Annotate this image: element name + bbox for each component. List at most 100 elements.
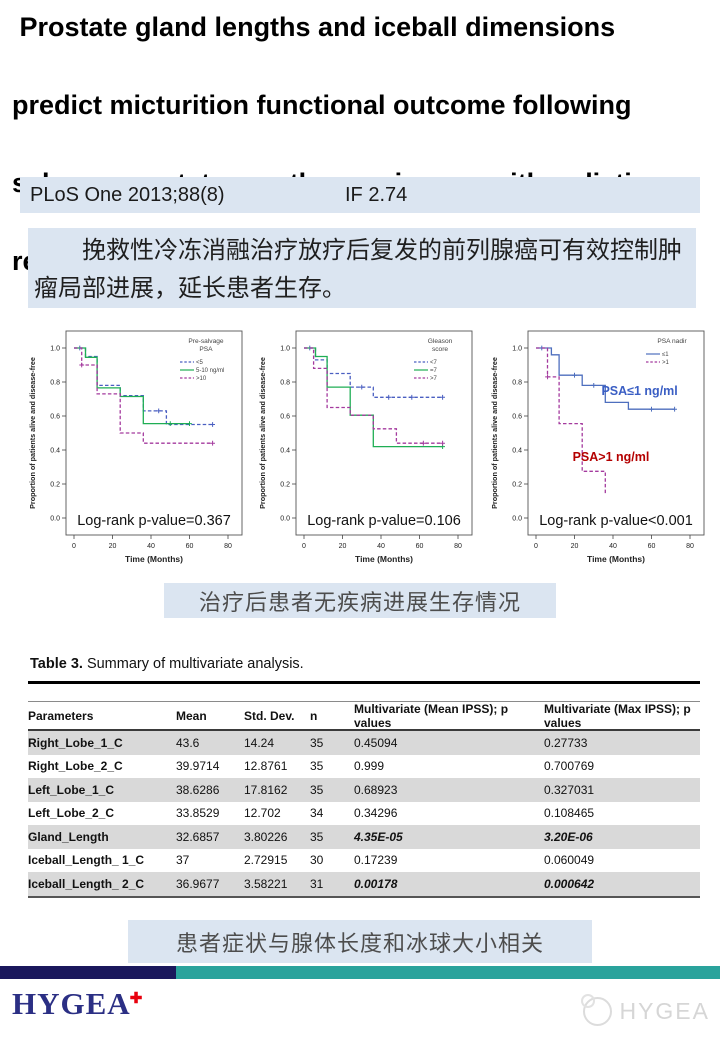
table-cell: 0.327031 [544,782,595,797]
red-cross-icon: ✚ [129,989,144,1007]
svg-text:60: 60 [416,543,424,550]
svg-text:Time (Months): Time (Months) [355,554,413,564]
svg-text:0: 0 [534,543,538,550]
footer-bar [0,966,720,979]
table-cell: Left_Lobe_2_C [28,806,115,821]
summary-text: 挽救性冷冻消融治疗放疗后复发的前列腺癌可有效控制肿瘤局部进展，延长患者生存。 [34,237,682,302]
table-col-header: Multivariate (Max IPSS); p values [544,702,691,730]
svg-text:0.0: 0.0 [512,515,522,522]
svg-text:>7: >7 [430,376,438,382]
svg-text:1.0: 1.0 [280,345,290,352]
hygea-logo-text: HYGEA [12,986,131,1021]
svg-text:0.6: 0.6 [512,413,522,420]
footer-bar-navy [0,966,176,979]
table-header-rule [28,701,700,702]
journal-bar: PLoS One 2013;88(8) IF 2.74 [20,177,700,213]
journal-citation: PLoS One 2013;88(8) [30,183,225,206]
km-survival-plot: 0.0 0.2 0.4 0.6 0.8 1.0 0 20 40 60 80 Proportion of… [28,330,243,564]
table-cell: 3.58221 [244,876,288,891]
table-col-header: Mean [176,709,207,723]
table-col-header: n [310,709,318,723]
table-row: Iceball_Length_ 1_C 37 2.72915 30 0.17239 0.0… [28,849,700,873]
table-cell: 12.8761 [244,759,288,774]
table-col-header: Std. Dev. [244,709,295,723]
svg-text:80: 80 [224,543,232,550]
table-row: Left_Lobe_1_C 38.6286 17.8162 35 0.68923 0.32… [28,778,700,802]
table-cell: 34 [310,806,324,821]
table-cell: 17.8162 [244,782,288,797]
table-col-header: Multivariate (Mean IPSS); p values [354,702,509,730]
svg-text:40: 40 [609,543,617,550]
svg-text:0.6: 0.6 [280,413,290,420]
table-cell: 2.72915 [244,853,288,868]
table-top-rule [28,681,700,684]
svg-text:>1: >1 [662,360,670,366]
svg-text:20: 20 [109,543,117,550]
svg-text:0.2: 0.2 [280,481,290,488]
svg-text:PSA nadir: PSA nadir [657,338,687,345]
km-chart-psa-nadir: 0.0 0.2 0.4 0.6 0.8 1.0 0 20 40 60 80 Proportion of… [488,321,710,565]
svg-text:Proportion of patients alive a: Proportion of patients alive and disease… [28,357,37,509]
svg-text:40: 40 [377,543,385,550]
table-cell: 35 [310,735,324,750]
impact-factor: IF 2.74 [345,183,408,206]
svg-text:0.4: 0.4 [512,447,522,454]
table-cell: 0.17239 [354,853,398,868]
svg-text:<5: <5 [196,360,204,366]
figure-caption-text: 治疗后患者无疾病进展生存情况 [198,589,521,615]
km-chart-pre-salvage-psa: 0.0 0.2 0.4 0.6 0.8 1.0 0 20 40 60 80 Proportion of… [26,321,248,565]
table-row: Right_Lobe_1_C 43.6 14.24 35 0.45094 0.27733 [28,731,700,755]
table-cell: Iceball_Length_ 2_C [28,876,145,891]
table-cell: Gland_Length [28,829,109,844]
table-cell: 35 [310,759,324,774]
table-cell: 12.702 [244,806,281,821]
svg-text:PSA≤1 ng/ml: PSA≤1 ng/ml [601,384,677,398]
svg-text:0.8: 0.8 [280,379,290,386]
table-cell: Left_Lobe_1_C [28,782,115,797]
summary-box: 挽救性冷冻消融治疗放疗后复发的前列腺癌可有效控制肿瘤局部进展，延长患者生存。 [28,228,696,308]
km-chart-gleason-score: 0.0 0.2 0.4 0.6 0.8 1.0 0 20 40 60 80 Proportion of… [256,321,478,565]
svg-text:0.6: 0.6 [50,413,60,420]
svg-text:60: 60 [186,543,194,550]
table-row: Left_Lobe_2_C 33.8529 12.702 34 0.34296 0.108… [28,802,700,826]
table-row: Right_Lobe_2_C 39.9714 12.8761 35 0.999 0.700… [28,755,700,779]
table-title-text: Summary of multivariate analysis. [82,656,304,672]
svg-text:≤1: ≤1 [662,352,669,358]
table-cell: 35 [310,829,324,844]
svg-text:1.0: 1.0 [512,345,522,352]
svg-text:0: 0 [72,543,76,550]
svg-text:40: 40 [147,543,155,550]
table-cell: 35 [310,782,324,797]
svg-text:=7: =7 [430,368,438,374]
table-cell: 0.45094 [354,735,398,750]
svg-text:80: 80 [454,543,462,550]
table-cell: 32.6857 [176,829,220,844]
table-row: Gland_Length 32.6857 3.80226 35 4.35E-05 3.20… [28,825,700,849]
table-cell: 39.9714 [176,759,220,774]
table-cell: 14.24 [244,735,275,750]
table-header-row: Parameters Mean Std. Dev. n Multivariate (Me… [28,702,700,731]
table-cell: 0.27733 [544,735,588,750]
table-cell: 3.20E-06 [544,829,593,844]
svg-text:20: 20 [339,543,347,550]
svg-text:<7: <7 [430,360,438,366]
title-line-1: Prostate gland lengths and iceball dimen… [12,12,616,42]
svg-text:0.2: 0.2 [50,481,60,488]
svg-text:20: 20 [571,543,579,550]
table-cell: 0.68923 [354,782,398,797]
table-cell: 0.108465 [544,806,595,821]
table-caption-text: 患者症状与腺体长度和冰球大小相关 [175,930,544,956]
svg-text:Proportion of patients alive a: Proportion of patients alive and disease… [258,357,267,509]
table-body: Right_Lobe_1_C 43.6 14.24 35 0.45094 0.27733 R… [28,731,700,896]
watermark-logo-icon [581,994,613,1026]
svg-text:Time (Months): Time (Months) [125,554,183,564]
svg-text:0: 0 [302,543,306,550]
svg-text:score: score [432,346,448,353]
table-cell: Iceball_Length_ 1_C [28,853,145,868]
svg-text:5-10 ng/ml: 5-10 ng/ml [196,368,224,374]
svg-text:0.0: 0.0 [50,515,60,522]
km-survival-plot: 0.0 0.2 0.4 0.6 0.8 1.0 0 20 40 60 80 Proportion of… [258,330,473,564]
svg-text:60: 60 [648,543,656,550]
table-cell: 4.35E-05 [354,829,403,844]
